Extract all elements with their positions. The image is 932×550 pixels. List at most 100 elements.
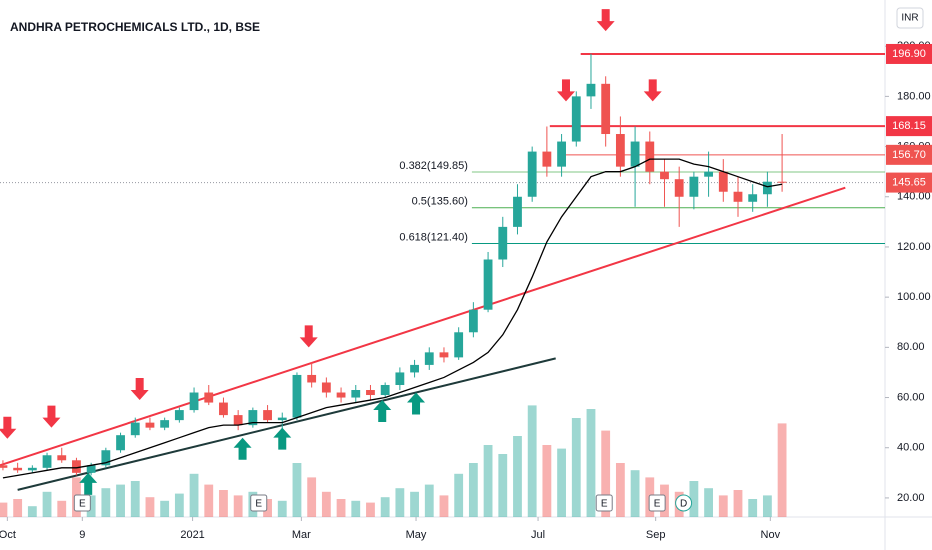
y-tick-label: 140.00 [897,191,931,203]
candle-body [130,422,140,436]
price-label-box [886,144,932,165]
candle-body [615,134,625,167]
event-label: E [255,499,262,510]
candle-body [483,259,493,310]
candle-body [777,181,787,183]
x-tick-label: Jul [531,529,545,541]
arrow [643,79,662,102]
x-tick-label: 9 [79,529,85,541]
y-tick-label: 60.00 [897,391,925,403]
volume-bar [321,491,331,517]
volume-bar [748,499,758,517]
chart-title: ANDHRA PETROCHEMICALS LTD., 1D, BSE [10,20,260,34]
volume-bar [42,491,52,517]
arrow [130,378,149,401]
candle-body [233,415,243,426]
volume-bar [527,405,537,517]
volume-bar [424,484,434,517]
volume-bar [0,502,8,517]
candle-body [748,194,758,202]
arrow [273,427,292,450]
volume-bar [483,445,493,517]
event-label: E [654,499,661,510]
volume-bar [571,418,581,517]
event-marker [73,494,91,512]
event-marker [675,494,693,512]
volume-bar [189,473,199,517]
volume-bar [498,454,508,517]
volume-bar [101,488,111,517]
volume-bar [542,445,552,517]
candle-body [601,83,611,135]
candle-body [42,455,52,468]
moving-average [2,158,783,479]
arrow [407,392,426,415]
candle-body [660,171,669,180]
volume-bar [762,495,772,517]
candle-body [527,151,537,197]
x-tick-label: Mar [292,529,311,541]
volume-bar [86,495,96,517]
event-label: D [680,499,687,510]
volume-bar [204,484,214,517]
volume-bar [219,490,228,517]
candle-body [0,465,8,468]
candle-body [366,390,375,396]
candle-body [689,176,699,197]
volume-bar [777,423,787,517]
volume-bar [13,499,23,517]
candle-body [571,96,581,142]
volume-bar [27,506,37,517]
volume-bar [689,481,699,517]
currency-box [896,7,924,29]
y-tick-label: 20.00 [897,492,925,504]
volume-bar [292,463,302,517]
volume-bar [130,481,140,517]
price-label: 145.65 [892,176,926,188]
x-tick-label: May [406,529,427,541]
candle-body [263,410,272,421]
candle-body [101,450,111,466]
volume-bar [601,430,611,517]
candle-body [307,374,317,383]
candle-body [468,309,478,333]
fib-label: 0.5(135.60) [412,196,468,208]
volume-bar [439,495,449,517]
volume-bar [410,491,419,517]
candle-body [733,191,743,202]
candle-body [542,151,552,167]
volume-bar [733,490,743,517]
arrow [0,416,17,439]
event-marker [648,494,666,512]
candle-body [439,352,449,358]
volume-bar [263,499,272,517]
candle-body [277,417,287,421]
candle-body [27,467,37,471]
candle-body [336,392,346,398]
arrow [596,9,615,32]
volume-bar [116,484,125,517]
price-label: 168.15 [892,120,926,132]
plot: 0.382(149.85) 0.5(135.60) 0.618(121.40) E E E… [0,9,885,517]
y-tick-label: 120.00 [897,241,931,253]
volume-bar [336,499,346,517]
y-tick-label: 180.00 [897,90,931,102]
trendline [0,186,846,467]
volume-bar [630,470,640,517]
x-tick-label: Oct [0,529,16,541]
volume-bar [468,463,478,517]
candle-body [13,467,23,471]
candle-body [57,455,67,461]
currency: INR [901,13,918,24]
candle-body [718,171,728,192]
volume-bar [454,473,464,517]
candle-body [424,352,434,365]
candle-body [189,392,199,411]
candle-body [645,141,655,172]
candle-body [204,392,214,403]
candle-body [351,390,361,398]
candle-body [586,83,596,97]
candle-body [116,435,125,451]
candle-body [513,196,522,227]
